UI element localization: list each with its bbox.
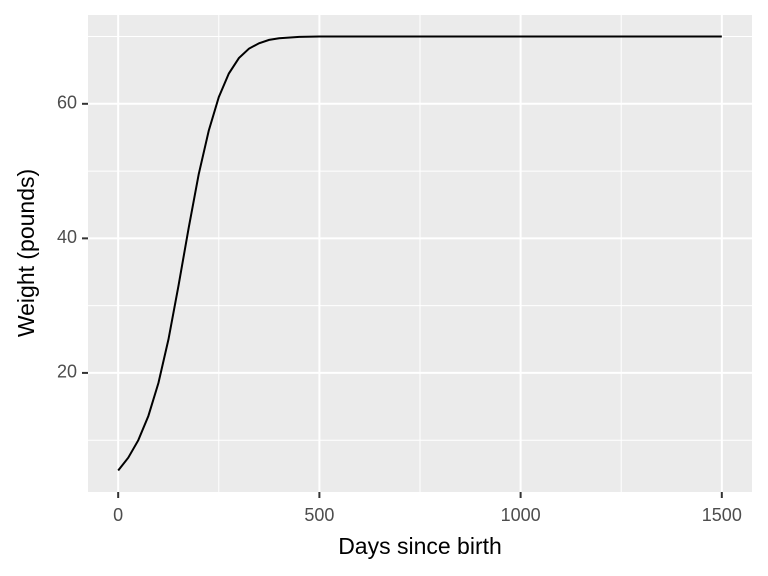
x-axis-title: Days since birth	[338, 533, 502, 559]
x-tick-label: 1500	[702, 505, 742, 525]
y-tick-label: 40	[57, 227, 77, 247]
line	[117, 35, 722, 472]
x-tick-label: 1000	[501, 505, 541, 525]
x-tick-label: 0	[113, 505, 123, 525]
x-tick-label: 500	[304, 505, 334, 525]
y-tick-label: 20	[57, 362, 77, 382]
y-axis-title: Weight (pounds)	[13, 169, 39, 337]
y-tick-label: 60	[57, 93, 77, 113]
